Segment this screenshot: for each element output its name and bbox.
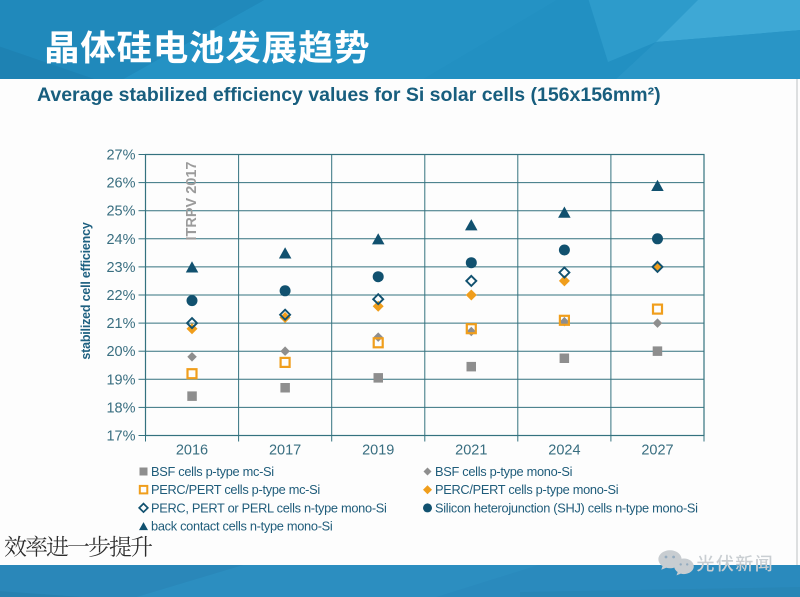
svg-text:back contact cells n-type mono: back contact cells n-type mono-Si xyxy=(151,519,332,534)
svg-text:17%: 17% xyxy=(106,429,135,445)
svg-text:PERC/PERT cells p-type mc-Si: PERC/PERT cells p-type mc-Si xyxy=(151,482,320,497)
svg-text:2027: 2027 xyxy=(641,443,673,459)
svg-text:27%: 27% xyxy=(106,148,135,164)
svg-text:Silicon heterojunction (SHJ) c: Silicon heterojunction (SHJ) cells n-typ… xyxy=(435,500,698,515)
svg-text:ITRPV 2017: ITRPV 2017 xyxy=(184,162,200,241)
svg-text:2017: 2017 xyxy=(269,443,301,459)
svg-text:21%: 21% xyxy=(106,316,135,332)
svg-text:2016: 2016 xyxy=(176,443,208,459)
svg-text:26%: 26% xyxy=(106,176,135,192)
svg-text:23%: 23% xyxy=(106,260,135,276)
svg-text:BSF cells p-type mono-Si: BSF cells p-type mono-Si xyxy=(435,464,572,479)
svg-text:2019: 2019 xyxy=(362,443,394,459)
svg-text:22%: 22% xyxy=(106,288,135,304)
svg-text:stabilized cell efficiency: stabilized cell efficiency xyxy=(79,222,93,359)
svg-text:20%: 20% xyxy=(106,344,135,360)
svg-text:18%: 18% xyxy=(106,400,135,416)
svg-text:25%: 25% xyxy=(106,204,135,220)
svg-text:2021: 2021 xyxy=(455,443,487,459)
svg-text:24%: 24% xyxy=(106,232,135,248)
svg-text:2024: 2024 xyxy=(548,443,580,459)
svg-text:PERC, PERT or PERL cells n-typ: PERC, PERT or PERL cells n-type mono-Si xyxy=(151,500,387,515)
svg-text:19%: 19% xyxy=(106,372,135,388)
svg-text:PERC/PERT cells p-type mono-Si: PERC/PERT cells p-type mono-Si xyxy=(435,482,618,497)
svg-text:BSF cells p-type mc-Si: BSF cells p-type mc-Si xyxy=(151,464,274,479)
